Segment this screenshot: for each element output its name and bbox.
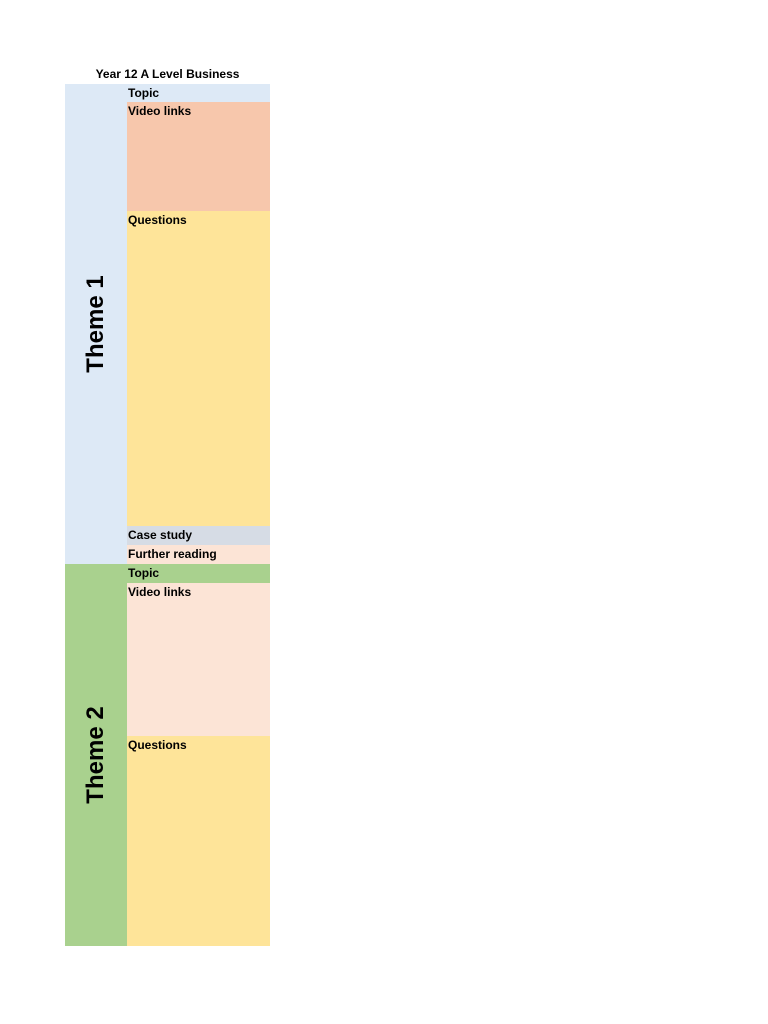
row-label: Video links: [127, 102, 270, 211]
theme-label: Theme 1: [82, 275, 109, 373]
row-label: Topic: [127, 84, 270, 102]
row-label: Questions: [127, 211, 270, 526]
row-label: Topic: [127, 564, 270, 583]
sheet-title: Year 12 A Level Business: [95, 67, 240, 81]
row-label: Further reading: [127, 545, 270, 564]
theme-block: Theme 1: [65, 84, 127, 564]
row-label: Video links: [127, 583, 270, 736]
theme-block: Theme 2: [65, 564, 127, 946]
theme-label: Theme 2: [82, 706, 109, 804]
row-label: Questions: [127, 736, 270, 946]
row-label: Case study: [127, 526, 270, 545]
